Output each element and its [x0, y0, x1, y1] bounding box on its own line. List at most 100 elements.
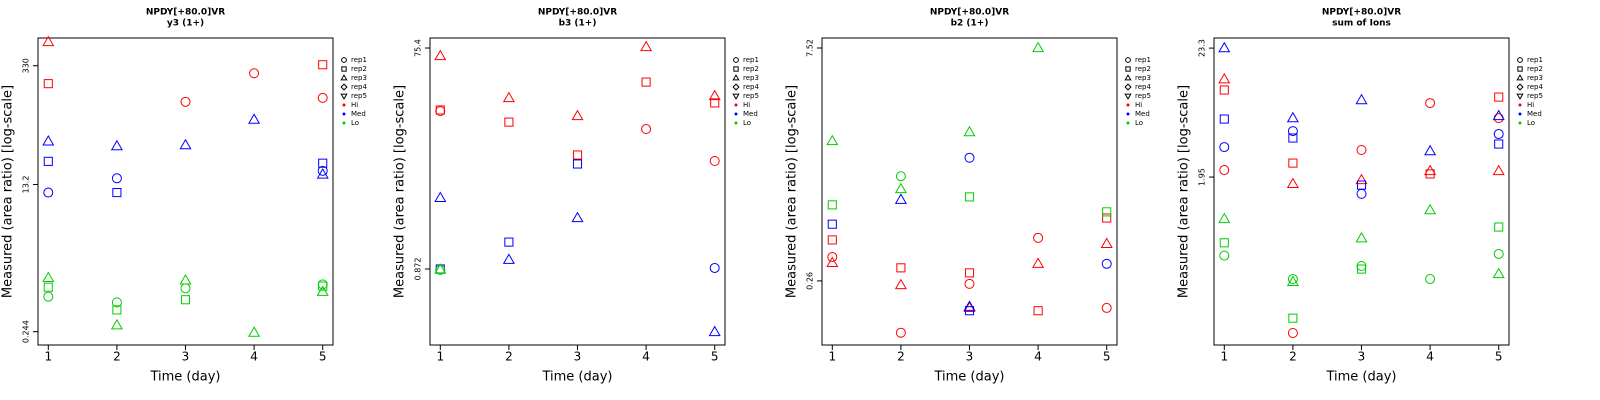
point — [42, 271, 55, 282]
point — [1424, 164, 1437, 176]
legend-label: rep5 — [351, 92, 367, 100]
point — [434, 191, 447, 203]
x-tick-label: 4 — [1426, 350, 1434, 364]
point — [827, 252, 838, 263]
point — [502, 91, 515, 103]
legend-marker — [733, 66, 739, 72]
chart-subtitle: sum of Ions — [1332, 19, 1391, 29]
point — [1492, 164, 1505, 176]
point — [571, 109, 584, 121]
x-tick-label: 4 — [642, 350, 650, 364]
point — [1493, 113, 1504, 124]
point — [1288, 313, 1298, 323]
point — [249, 68, 260, 79]
point — [248, 113, 261, 124]
point — [1219, 250, 1230, 261]
legend-label: Med — [1527, 110, 1542, 118]
y-axis-label: Measured (area ratio) [log-scale] — [785, 85, 800, 298]
point — [1355, 93, 1368, 105]
x-tick-label: 3 — [966, 350, 974, 364]
legend-label: rep3 — [1135, 74, 1151, 82]
chart-title: NPDY[+80.0]VR — [538, 8, 617, 18]
point — [964, 278, 975, 289]
legend-swatch — [342, 121, 346, 125]
y-axis-label: Measured (area ratio) [log-scale] — [1, 85, 16, 298]
point — [1494, 92, 1504, 102]
x-tick-label: 1 — [44, 350, 52, 364]
point — [1286, 111, 1299, 123]
legend-label: Lo — [351, 119, 359, 127]
point — [110, 318, 123, 330]
point — [42, 135, 55, 146]
legend-marker — [732, 93, 740, 100]
x-axis-label: Time (day) — [933, 370, 1004, 385]
y-tick-label: 7.52 — [806, 39, 815, 57]
point — [708, 325, 721, 337]
legend-swatch — [734, 112, 738, 116]
legend-swatch — [342, 103, 346, 107]
point — [1356, 145, 1367, 156]
point — [43, 156, 53, 166]
y-tick-label: 330 — [22, 58, 31, 73]
point — [1494, 222, 1504, 232]
point — [1218, 72, 1231, 84]
legend-swatch — [1518, 121, 1522, 125]
legend-marker — [341, 66, 347, 72]
legend-label: Hi — [743, 101, 750, 109]
point — [502, 253, 515, 264]
point — [1218, 41, 1231, 53]
point — [179, 138, 192, 150]
point — [179, 273, 192, 285]
point — [1424, 144, 1437, 156]
legend-label: rep3 — [351, 74, 367, 82]
point — [964, 268, 975, 278]
y-tick-label: 0.26 — [806, 272, 815, 290]
legend-label: rep5 — [1135, 92, 1151, 100]
legend-label: rep1 — [351, 56, 367, 64]
legend-label: Hi — [1527, 101, 1534, 109]
point — [895, 171, 906, 182]
y-tick-label: 23.3 — [1198, 39, 1207, 57]
legend-label: rep2 — [743, 65, 759, 73]
legend-marker — [1517, 57, 1523, 63]
point — [640, 40, 653, 52]
point — [111, 297, 122, 308]
legend-label: rep5 — [1527, 92, 1543, 100]
x-tick-label: 2 — [505, 350, 513, 364]
x-tick-label: 5 — [1103, 350, 1111, 364]
x-tick-label: 2 — [897, 350, 905, 364]
point — [571, 211, 584, 223]
legend-label: rep4 — [1135, 83, 1151, 91]
point — [1493, 248, 1504, 259]
chart-subtitle: y3 (1+) — [167, 19, 204, 29]
point — [43, 291, 54, 302]
point — [1287, 274, 1298, 285]
point — [1356, 261, 1367, 272]
point — [1219, 165, 1230, 176]
point — [42, 35, 55, 47]
point — [572, 159, 583, 169]
point — [1219, 114, 1229, 124]
point — [1355, 173, 1368, 185]
legend-marker — [733, 57, 739, 63]
legend-marker — [732, 74, 740, 81]
point — [1102, 207, 1112, 217]
x-axis-label: Time (day) — [1325, 370, 1396, 385]
point — [112, 188, 122, 198]
legend-label: rep2 — [1527, 65, 1543, 73]
legend-label: rep1 — [743, 56, 759, 64]
legend-label: Hi — [351, 101, 358, 109]
y-axis-label: Measured (area ratio) [log-scale] — [1177, 85, 1192, 298]
point — [180, 295, 191, 305]
y-tick-label: 0.244 — [22, 320, 31, 343]
point — [1494, 139, 1504, 149]
point — [318, 158, 328, 168]
point — [1219, 238, 1229, 248]
y-axis-label: Measured (area ratio) [log-scale] — [393, 85, 408, 298]
point — [710, 98, 720, 108]
point — [316, 285, 329, 296]
legend-marker — [1124, 83, 1132, 91]
point — [1425, 98, 1436, 109]
